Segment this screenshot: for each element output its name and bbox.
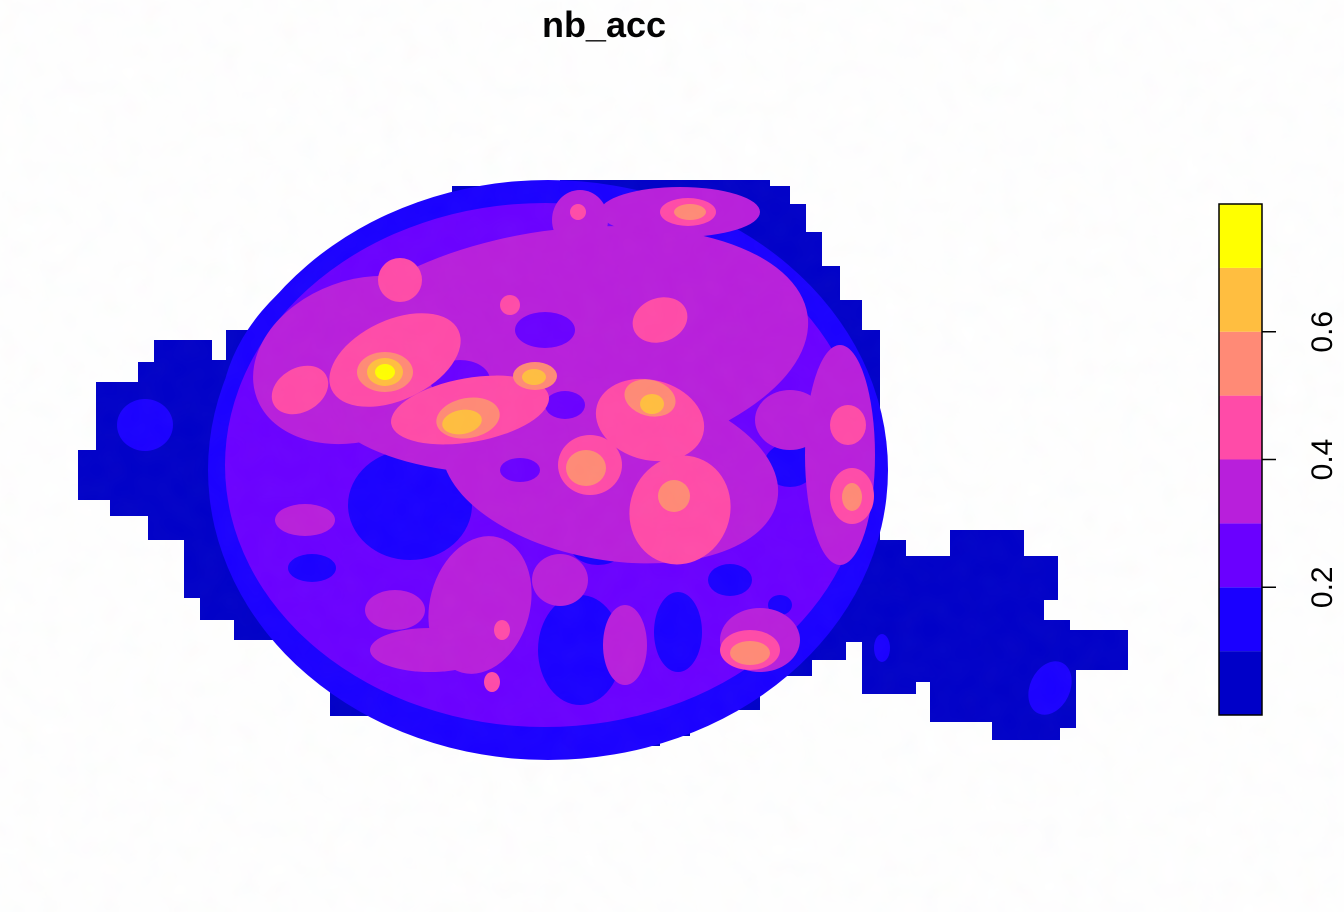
density-level-5 [378,258,422,302]
legend-color-bin [1219,459,1262,524]
density-level-6 [674,204,706,220]
density-level-3-hole [515,312,575,348]
density-level-4 [365,590,425,630]
density-level-7 [640,394,664,414]
density-level-5 [570,204,586,220]
density-level-2-hole [708,564,752,596]
density-level-4 [603,605,647,685]
density-island [1028,661,1072,715]
density-level-5 [595,378,705,462]
density-level-5 [830,405,866,445]
density-level-5 [632,297,688,343]
legend-tick-label: 0.4 [1306,439,1339,481]
density-level-2-hole [394,488,446,552]
density-level-6 [658,480,690,512]
density-level-5 [271,365,329,415]
legend-color-bin [1219,587,1262,652]
density-level-4 [370,628,490,672]
density-level-2-hole [654,592,702,672]
density-level-4 [805,345,875,565]
legend-color-bin [1219,331,1262,396]
density-level-3-hole [500,458,540,482]
density-level-6 [842,483,862,511]
density-level-2-hole [538,595,622,705]
density-level-6 [566,450,606,486]
density-level-2-hole [764,443,816,487]
density-level-7 [522,369,546,385]
density-level-7 [442,409,482,435]
legend-tick-label: 0.2 [1306,566,1339,608]
legend-color-bin [1219,651,1262,715]
plot-title: nb_acc [542,4,666,45]
density-island [874,634,890,662]
density-level-4 [532,554,588,606]
legend-tick-label: 0.6 [1306,311,1339,353]
density-level-8-peak [375,364,395,380]
density-level-3-hole [545,391,585,419]
legend-color-bin [1219,204,1262,268]
density-level-4 [275,504,335,536]
density-island [117,399,173,451]
legend-color-bin [1219,267,1262,332]
color-legend: 0.2 0.4 0.6 [1218,203,1339,716]
density-level-2-hole [768,595,792,615]
density-level-4 [552,190,608,250]
density-level-4 [755,390,825,450]
density-level-5 [500,295,520,315]
legend-color-bin [1219,523,1262,588]
density-level-5 [494,620,510,640]
density-level-5 [484,672,500,692]
legend-color-bin [1219,395,1262,460]
density-level-6 [730,641,770,665]
density-level-2-hole [288,554,336,582]
